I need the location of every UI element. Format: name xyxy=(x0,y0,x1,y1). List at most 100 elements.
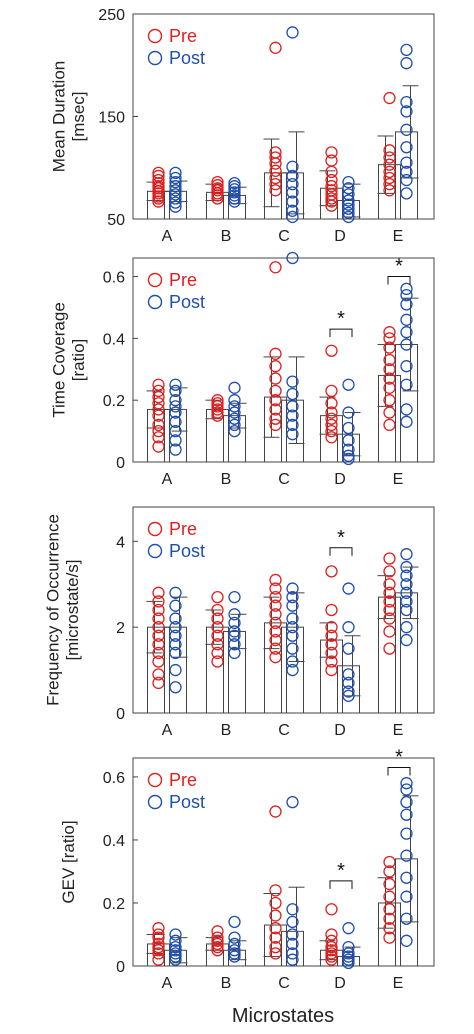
data-point-post xyxy=(400,621,413,634)
data-point-pre xyxy=(383,642,396,655)
data-point-pre xyxy=(383,625,396,638)
data-point-post xyxy=(342,449,355,462)
bar-post xyxy=(164,626,187,714)
series-post xyxy=(164,548,419,714)
data-point-post xyxy=(342,188,355,201)
data-point-post xyxy=(169,406,182,419)
data-point-post xyxy=(400,282,413,296)
legend-label-pre: Pre xyxy=(169,519,197,539)
data-point-pre xyxy=(152,603,165,617)
bar-post xyxy=(164,949,187,967)
data-point-post xyxy=(169,621,182,634)
x-axis-label: Microstates xyxy=(232,1005,334,1027)
bar-post xyxy=(395,344,418,463)
significance-star: * xyxy=(337,308,345,330)
data-point-post xyxy=(400,156,413,169)
data-point-post xyxy=(286,642,299,655)
data-point-post xyxy=(342,922,355,935)
series-pre xyxy=(146,805,401,967)
x-tick-label: B xyxy=(221,975,232,992)
data-point-pre xyxy=(211,603,224,617)
data-point-pre xyxy=(383,565,396,578)
legend-marker-pre xyxy=(147,272,163,288)
legend-label-post: Post xyxy=(169,48,205,68)
data-point-pre xyxy=(269,372,282,385)
data-point-post xyxy=(400,43,413,57)
bar-pre xyxy=(378,164,401,220)
data-point-pre xyxy=(325,180,338,193)
data-point-post xyxy=(169,434,182,447)
data-point-post xyxy=(400,326,413,339)
x-tick-label: B xyxy=(221,471,232,488)
data-point-pre xyxy=(325,903,338,916)
data-point-post xyxy=(400,808,413,821)
y-axis-label: Time Coverage[ratio] xyxy=(50,302,89,418)
panel-2: 0 0.2 0.4 0.6 A B C D E Time Coverage[ratio] PrePo… xyxy=(50,251,435,488)
data-point-post xyxy=(228,424,241,438)
data-point-post xyxy=(342,956,355,969)
data-point-post xyxy=(286,590,299,604)
data-point-pre xyxy=(325,940,338,954)
significance-star: * xyxy=(395,256,403,278)
data-point-post xyxy=(169,188,182,201)
data-point-post xyxy=(286,655,299,668)
data-point-post xyxy=(342,642,355,655)
data-point-post xyxy=(169,663,182,677)
data-point-pre xyxy=(269,616,282,630)
bar-pre xyxy=(320,949,343,967)
data-point-post xyxy=(342,182,355,195)
bar-pre xyxy=(147,408,170,463)
data-point-pre xyxy=(211,940,224,954)
data-point-post xyxy=(342,406,355,419)
data-point-pre xyxy=(325,638,338,651)
data-point-pre xyxy=(269,909,282,922)
data-point-pre xyxy=(152,612,165,625)
data-point-post xyxy=(169,180,182,193)
data-point-post xyxy=(342,947,355,960)
data-point-post xyxy=(169,940,182,954)
data-point-pre xyxy=(325,928,338,941)
data-point-post xyxy=(286,210,299,224)
data-point-pre xyxy=(211,937,224,951)
data-point-post xyxy=(286,629,299,642)
data-point-post xyxy=(286,621,299,634)
data-point-post xyxy=(228,412,241,425)
data-point-pre xyxy=(269,41,282,54)
data-point-pre xyxy=(325,646,338,660)
y-tick-label: 0 xyxy=(116,959,125,976)
data-point-pre xyxy=(325,944,338,957)
data-point-pre xyxy=(325,173,338,187)
data-point-post xyxy=(228,915,241,929)
y-axis-label-line: [ratio] xyxy=(69,339,88,382)
significance-bracket: * xyxy=(329,308,353,338)
x-tick-label: B xyxy=(221,228,232,245)
data-point-pre xyxy=(269,384,282,398)
y-tick-label: 0.2 xyxy=(103,393,125,410)
data-point-post xyxy=(342,421,355,435)
data-point-pre xyxy=(269,884,282,897)
data-point-pre xyxy=(152,182,165,195)
data-point-post xyxy=(228,189,241,202)
data-point-post xyxy=(169,192,182,205)
data-point-post xyxy=(286,612,299,625)
data-point-post xyxy=(286,169,299,183)
data-point-post xyxy=(342,443,355,456)
data-point-pre xyxy=(211,179,224,192)
data-point-post xyxy=(169,950,182,963)
significance-star: * xyxy=(395,746,403,768)
data-point-pre xyxy=(211,655,224,668)
y-tick-label: 0.2 xyxy=(103,896,125,913)
y-tick-label: 250 xyxy=(98,7,125,24)
bar-pre xyxy=(206,408,229,463)
data-point-post xyxy=(286,663,299,677)
data-point-post xyxy=(342,434,355,447)
data-point-pre xyxy=(269,608,282,621)
data-point-pre xyxy=(383,332,396,345)
data-point-pre xyxy=(152,176,165,190)
data-point-post xyxy=(169,200,182,213)
data-point-post xyxy=(400,849,413,862)
data-point-pre xyxy=(152,940,165,954)
